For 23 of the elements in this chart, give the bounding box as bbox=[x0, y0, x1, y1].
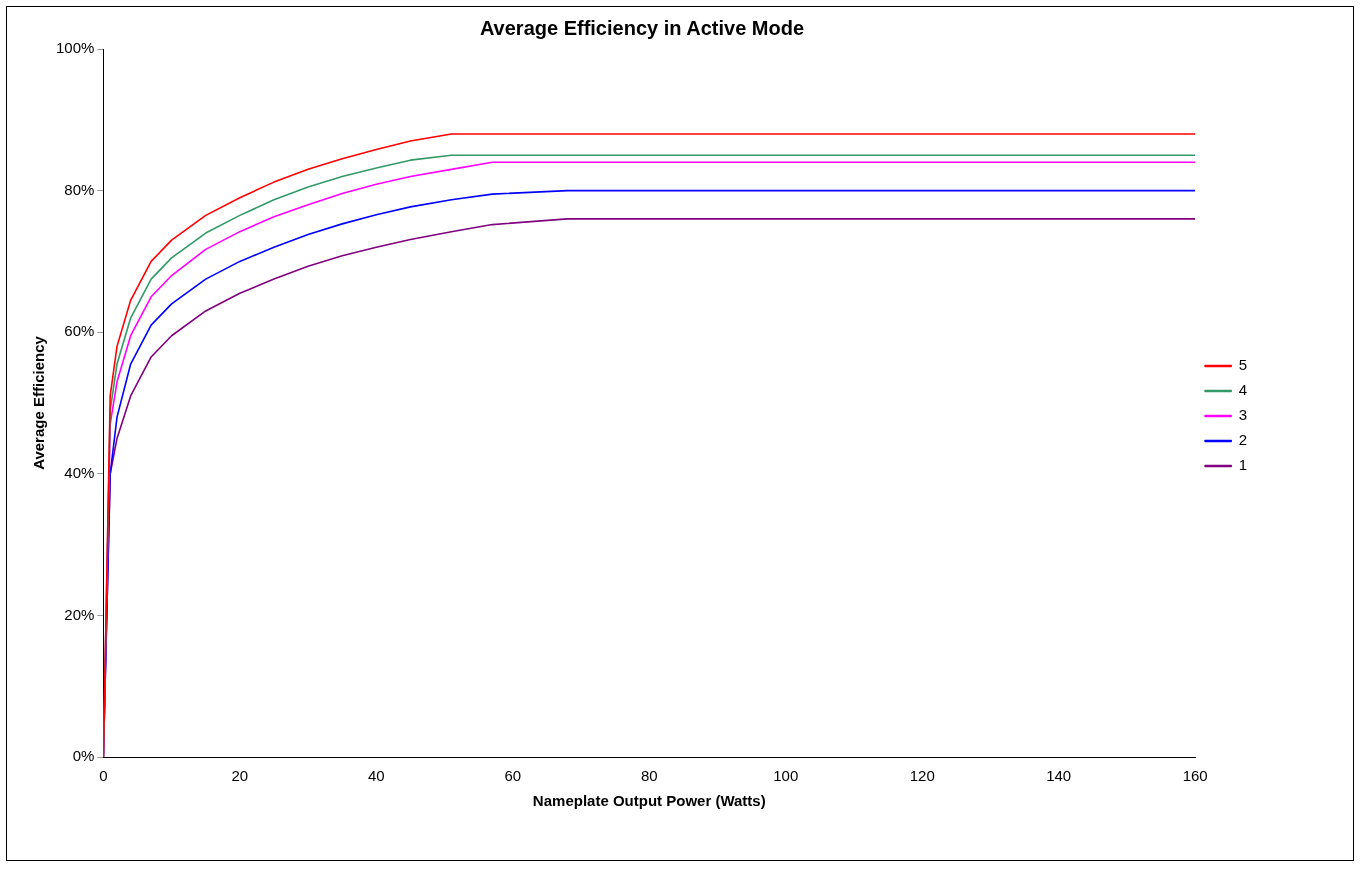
y-tick-label: 100% bbox=[55, 39, 95, 57]
legend-label: 5 bbox=[1238, 356, 1247, 374]
x-tick-label: 40 bbox=[367, 767, 385, 785]
x-tick-label: 100 bbox=[773, 767, 799, 785]
y-tick-label: 20% bbox=[64, 605, 95, 623]
legend-label: 1 bbox=[1238, 456, 1247, 474]
y-tick-label: 60% bbox=[64, 322, 95, 340]
x-tick-label: 0 bbox=[99, 767, 108, 785]
y-axis-title: Average Efficiency bbox=[30, 335, 48, 470]
x-tick-label: 80 bbox=[640, 767, 658, 785]
legend-label: 3 bbox=[1238, 406, 1247, 424]
legend-label: 4 bbox=[1238, 381, 1247, 399]
x-tick-label: 120 bbox=[909, 767, 935, 785]
y-tick-label: 80% bbox=[64, 180, 95, 198]
x-axis-title: Nameplate Output Power (Watts) bbox=[532, 792, 766, 810]
chart-title: Average Efficiency in Active Mode bbox=[479, 16, 805, 39]
x-tick-label: 20 bbox=[231, 767, 249, 785]
x-tick-label: 60 bbox=[504, 767, 522, 785]
y-tick-label: 0% bbox=[72, 747, 95, 765]
x-tick-label: 140 bbox=[1046, 767, 1072, 785]
x-tick-label: 160 bbox=[1182, 767, 1208, 785]
y-tick-label: 40% bbox=[64, 463, 95, 481]
legend-label: 2 bbox=[1238, 431, 1247, 449]
